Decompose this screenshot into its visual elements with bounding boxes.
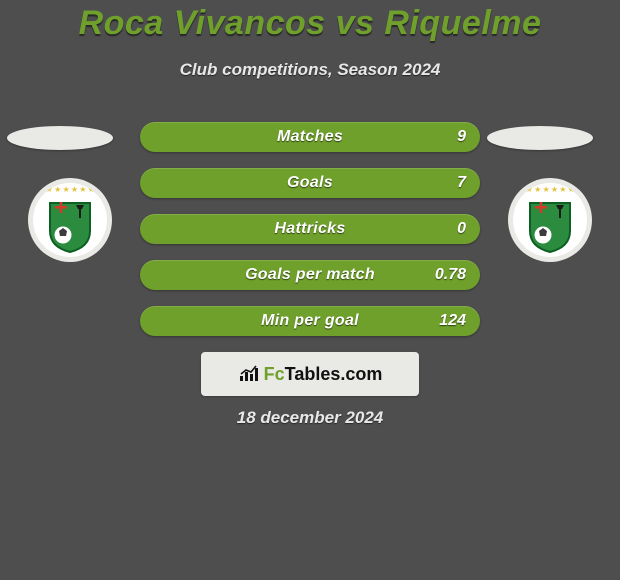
badge-outer: ★ ★ ★ ★ ★ ★ ★ ★ bbox=[508, 178, 592, 262]
stat-row: Goals per match 0.78 bbox=[140, 260, 480, 290]
brand-logo-box: FcTables.com bbox=[201, 352, 419, 396]
team-marker-left bbox=[7, 126, 113, 150]
badge-stars: ★ ★ ★ ★ ★ ★ ★ ★ bbox=[37, 185, 102, 194]
stat-value-right: 0 bbox=[457, 214, 466, 244]
club-badge-left: ★ ★ ★ ★ ★ ★ ★ ★ bbox=[20, 178, 120, 262]
stat-row: Matches 9 bbox=[140, 122, 480, 152]
club-badge-right: ★ ★ ★ ★ ★ ★ ★ ★ bbox=[500, 178, 600, 262]
brand-text: FcTables.com bbox=[264, 364, 383, 385]
comparison-infographic: Roca Vivancos vs Riquelme Club competiti… bbox=[0, 0, 620, 580]
brand-chart-icon bbox=[238, 365, 260, 383]
team-marker-right bbox=[487, 126, 593, 150]
brand-prefix: Fc bbox=[264, 364, 285, 384]
stat-value-right: 0.78 bbox=[435, 260, 466, 290]
stat-label: Goals per match bbox=[245, 266, 375, 284]
brand-suffix: Tables.com bbox=[285, 364, 383, 384]
subtitle: Club competitions, Season 2024 bbox=[0, 60, 620, 80]
stat-label: Min per goal bbox=[261, 312, 359, 330]
badge-shield bbox=[527, 201, 573, 253]
stat-label: Goals bbox=[287, 174, 333, 192]
stat-value-right: 124 bbox=[439, 306, 466, 336]
stat-label: Matches bbox=[277, 128, 343, 146]
headline-title: Roca Vivancos vs Riquelme bbox=[0, 4, 620, 43]
badge-outer: ★ ★ ★ ★ ★ ★ ★ ★ bbox=[28, 178, 112, 262]
badge-inner: ★ ★ ★ ★ ★ ★ ★ ★ bbox=[33, 183, 107, 257]
stat-row: Hattricks 0 bbox=[140, 214, 480, 244]
badge-stars: ★ ★ ★ ★ ★ ★ ★ ★ bbox=[517, 185, 582, 194]
stat-value-right: 7 bbox=[457, 168, 466, 198]
date-text: 18 december 2024 bbox=[0, 408, 620, 428]
badge-shield bbox=[47, 201, 93, 253]
stat-row: Min per goal 124 bbox=[140, 306, 480, 336]
stat-row: Goals 7 bbox=[140, 168, 480, 198]
badge-inner: ★ ★ ★ ★ ★ ★ ★ ★ bbox=[513, 183, 587, 257]
stat-label: Hattricks bbox=[274, 220, 345, 238]
stat-value-right: 9 bbox=[457, 122, 466, 152]
